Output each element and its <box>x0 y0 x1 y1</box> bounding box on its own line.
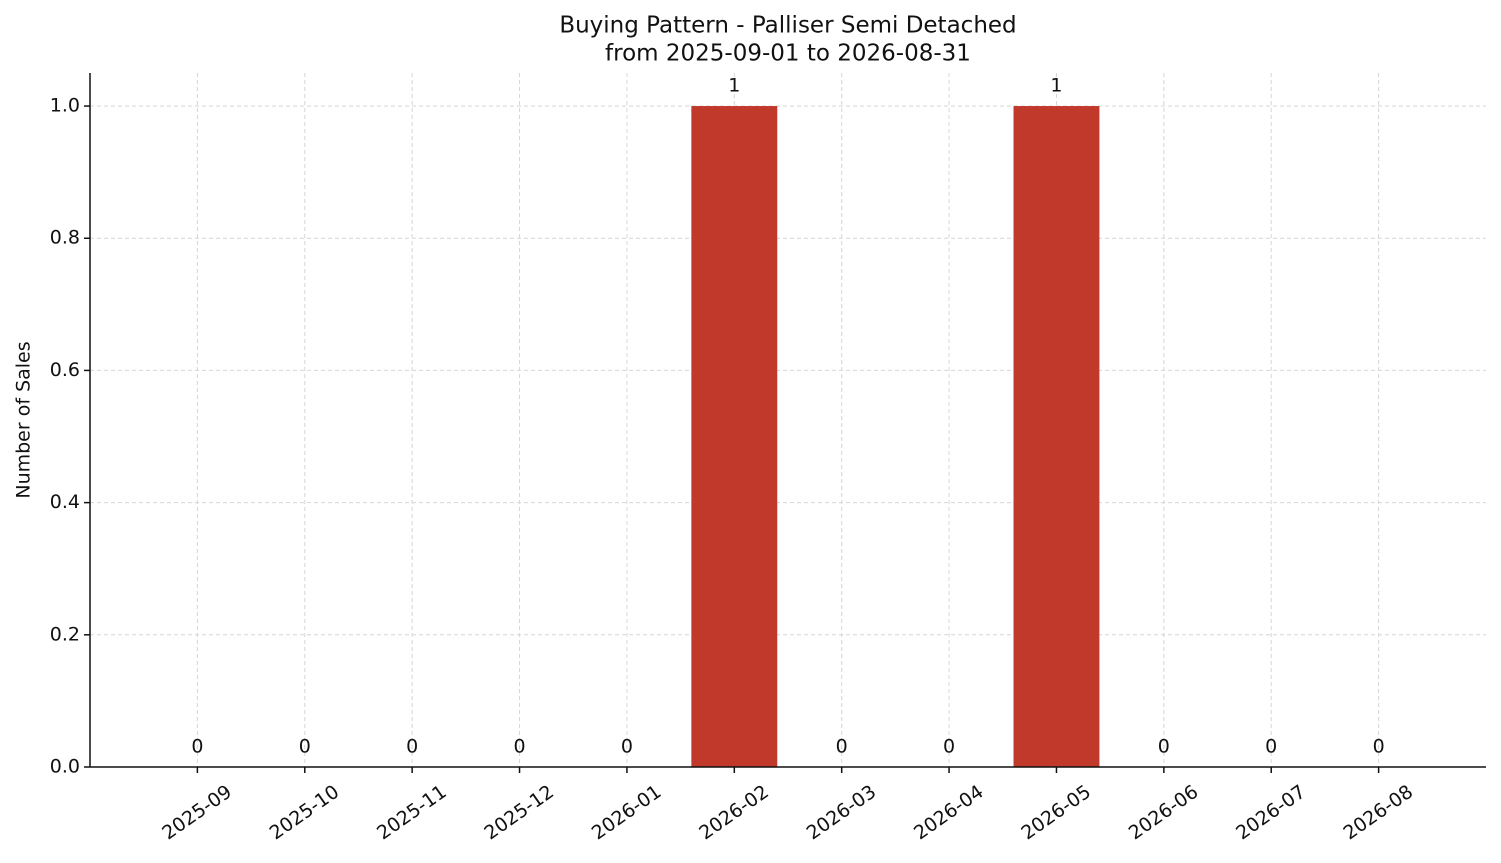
data-label: 1 <box>728 75 740 97</box>
data-label: 1 <box>1050 75 1062 97</box>
x-tick-label: 2025-09 <box>158 781 236 845</box>
data-label: 0 <box>1373 736 1385 758</box>
data-label: 0 <box>299 736 311 758</box>
x-tick-label: 2026-03 <box>803 781 881 845</box>
y-tick-label: 0.0 <box>50 756 80 778</box>
y-tick-label: 0.8 <box>50 227 80 249</box>
x-tick-label: 2026-02 <box>695 781 773 845</box>
data-label: 0 <box>1158 736 1170 758</box>
data-label: 0 <box>406 736 418 758</box>
bar <box>691 106 778 768</box>
y-tick-label: 0.2 <box>50 623 80 645</box>
x-tick-label: 2026-04 <box>910 781 988 845</box>
data-label: 0 <box>943 736 955 758</box>
x-tick-label: 2025-12 <box>480 781 558 845</box>
y-tick-label: 0.4 <box>50 491 80 513</box>
y-axis-label: Number of Sales <box>13 341 35 498</box>
x-tick-label: 2025-10 <box>266 781 344 845</box>
chart-title: Buying Pattern - Palliser Semi Detached <box>559 13 1016 39</box>
x-tick-label: 2026-05 <box>1017 781 1095 845</box>
chart-subtitle: from 2025-09-01 to 2026-08-31 <box>605 41 971 67</box>
x-tick-label: 2026-01 <box>588 781 666 845</box>
y-tick-label: 1.0 <box>50 95 80 117</box>
y-tick-label: 0.6 <box>50 359 80 381</box>
x-tick-label: 2026-08 <box>1340 781 1418 845</box>
x-tick-label: 2026-07 <box>1232 781 1310 845</box>
data-label: 0 <box>191 736 203 758</box>
x-tick-label: 2026-06 <box>1125 781 1203 845</box>
data-label: 0 <box>513 736 525 758</box>
data-label: 0 <box>621 736 633 758</box>
bar <box>1013 106 1100 768</box>
x-tick-label: 2025-11 <box>373 781 451 845</box>
data-label: 0 <box>1265 736 1277 758</box>
data-label: 0 <box>836 736 848 758</box>
